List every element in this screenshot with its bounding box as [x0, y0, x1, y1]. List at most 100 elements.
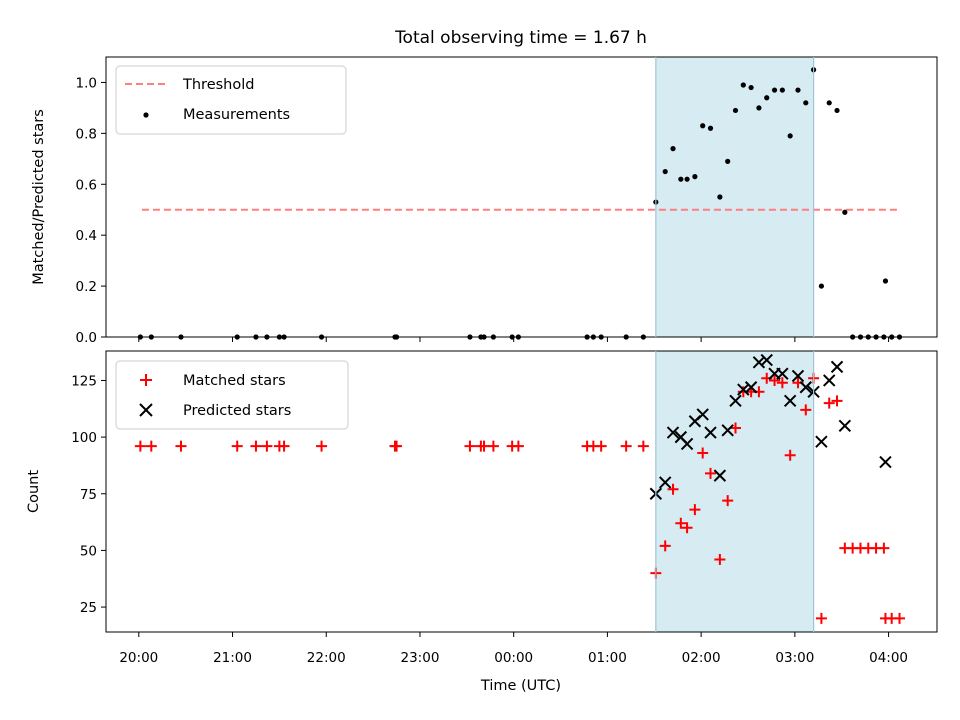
- y-tick-label: 0.4: [76, 228, 97, 244]
- predicted-star-point: [838, 419, 852, 432]
- matched-star-point: [595, 440, 607, 452]
- predicted-star-point: [791, 369, 805, 383]
- predicted-star-point: [823, 374, 836, 387]
- matched-star-point: [722, 495, 734, 507]
- x-tick-label: 23:00: [401, 650, 440, 666]
- matched-star-point: [620, 440, 632, 452]
- legend-matched-label: Matched stars: [183, 373, 286, 389]
- matched-star-point: [659, 540, 671, 552]
- count-y-axis-label: Count: [26, 470, 42, 513]
- measurement-point: [803, 100, 809, 106]
- matched-star-point: [878, 542, 890, 554]
- matched-star-point: [478, 440, 490, 452]
- count-legend: Matched stars Predicted stars: [115, 360, 349, 430]
- measurement-point: [826, 100, 832, 106]
- x-tick-label: 20:00: [119, 650, 158, 666]
- measurement-point: [834, 107, 840, 114]
- matched-star-point: [464, 440, 476, 452]
- measurement-point: [756, 105, 762, 111]
- predicted-star-point: [830, 360, 844, 374]
- measurement-point: [764, 95, 770, 101]
- matched-star-point: [512, 440, 524, 452]
- y-tick-label: 125: [71, 373, 97, 389]
- measurement-point: [771, 87, 778, 93]
- y-tick-label: 25: [80, 600, 97, 616]
- predicted-star-point: [666, 426, 680, 439]
- ratio-y-ticks: 0.0 0.2 0.4 0.6 0.8 1.0: [76, 75, 106, 346]
- y-tick-label: 1.0: [76, 75, 97, 91]
- matched-star-point: [815, 612, 827, 624]
- y-tick-label: 50: [80, 543, 97, 559]
- matched-star-point: [681, 522, 693, 534]
- matched-star-point: [261, 440, 273, 452]
- x-tick-label: 00:00: [494, 650, 533, 666]
- matched-star-point: [776, 377, 788, 389]
- predicted-star-point: [783, 394, 797, 408]
- matched-star-point: [145, 440, 157, 452]
- matched-star-point: [278, 440, 290, 452]
- ratio-legend: Threshold Measurements: [115, 65, 347, 135]
- predicted-star-point: [760, 353, 773, 367]
- measurement-point: [787, 133, 793, 139]
- count-axes-frame: [105, 350, 938, 633]
- predicted-star-points: [649, 353, 892, 500]
- matched-star-point: [675, 517, 687, 529]
- predicted-star-point: [713, 469, 727, 482]
- y-tick-label: 0.8: [76, 126, 97, 142]
- measurement-point: [717, 194, 723, 200]
- ratio-panel: 0.0 0.2 0.4 0.6 0.8 1.0 Matched/Predicted sta…: [31, 56, 938, 346]
- predicted-star-point: [879, 455, 892, 469]
- legend-threshold-label: Threshold: [182, 77, 254, 93]
- measurement-point: [670, 146, 676, 152]
- measurement-point: [740, 82, 746, 88]
- predicted-star-point: [680, 437, 694, 451]
- x-axis-label: Time (UTC): [480, 678, 561, 694]
- ratio-axes-frame: [105, 56, 938, 338]
- x-tick-label: 01:00: [588, 650, 627, 666]
- measurement-point: [684, 176, 690, 182]
- measurement-point: [882, 278, 889, 284]
- ratio-y-axis-label: Matched/Predicted stars: [31, 109, 47, 285]
- matched-star-point: [391, 440, 403, 452]
- measurement-point: [779, 87, 785, 93]
- matched-star-point: [231, 440, 243, 452]
- y-tick-label: 0.6: [76, 177, 97, 193]
- predicted-star-point: [799, 381, 812, 394]
- matched-star-point: [697, 447, 709, 459]
- legend-predicted-swatch: [139, 403, 153, 417]
- matched-star-point: [714, 553, 726, 565]
- y-tick-label: 75: [80, 487, 97, 503]
- predicted-star-point: [815, 435, 828, 448]
- y-tick-label: 100: [71, 430, 97, 446]
- measurement-point: [748, 84, 754, 91]
- matched-star-point: [831, 395, 843, 407]
- measurement-point: [707, 125, 714, 131]
- matched-star-point: [784, 449, 796, 461]
- predicted-star-point: [744, 381, 758, 394]
- measurement-point: [842, 209, 848, 215]
- matched-star-point: [894, 612, 906, 624]
- matched-star-point: [689, 504, 701, 516]
- matched-star-point: [637, 440, 649, 452]
- count-legend-box: [115, 360, 349, 430]
- observing-window-span-top: [655, 57, 814, 337]
- measurement-point: [700, 123, 706, 129]
- predicted-star-point: [776, 367, 789, 380]
- measurement-point: [732, 107, 739, 114]
- matched-star-point: [134, 440, 146, 452]
- matched-star-point: [823, 397, 835, 409]
- matched-star-point: [175, 440, 187, 452]
- count-panel: 25 50 75 100 125 20:00 21:00 22:00 23:00 00:00 01…: [26, 350, 938, 666]
- legend-predicted-label: Predicted stars: [183, 403, 291, 419]
- predicted-star-point: [704, 426, 717, 439]
- x-tick-label: 02:00: [682, 650, 721, 666]
- predicted-star-point: [658, 476, 672, 489]
- x-tick-label: 04:00: [869, 650, 908, 666]
- matched-star-point: [729, 422, 741, 434]
- predicted-star-point: [737, 383, 750, 396]
- ratio-legend-box: [115, 65, 347, 135]
- matched-star-point: [800, 404, 812, 416]
- matched-star-point: [250, 440, 262, 452]
- matched-star-point: [487, 440, 499, 452]
